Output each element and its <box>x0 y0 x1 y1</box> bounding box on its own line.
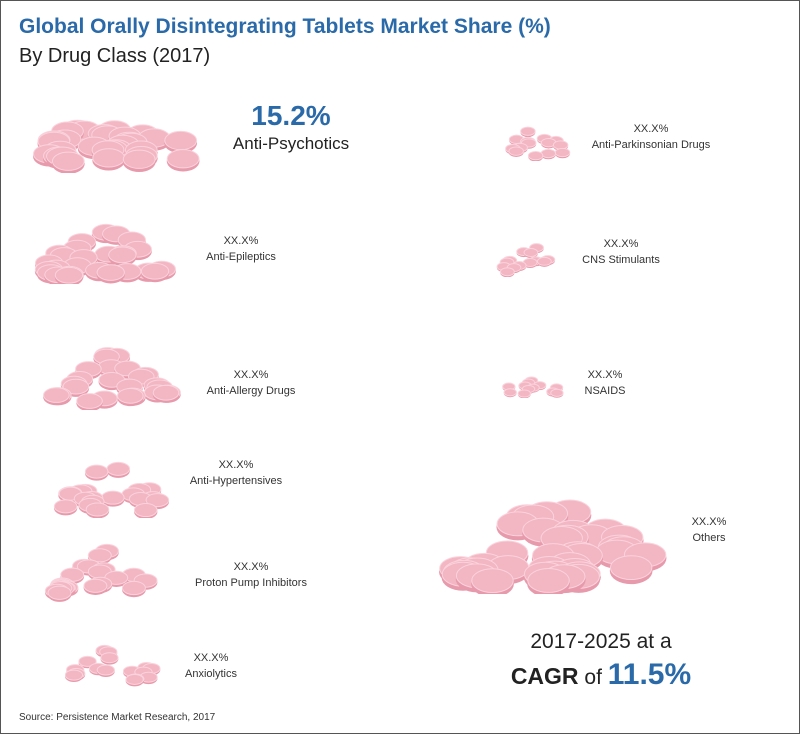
segment-anti-epileptics: XX.X% Anti-Epileptics <box>206 233 276 265</box>
tablet <box>536 256 552 266</box>
segment-proton-pump-inhibitors: XX.X% Proton Pump Inhibitors <box>195 559 307 591</box>
segment-value: XX.X% <box>233 561 269 573</box>
tablet <box>500 267 515 277</box>
tablet <box>527 150 544 161</box>
cagr-callout: 2017-2025 at a CAGR of 11.5% <box>511 627 691 696</box>
segment-anxiolytics: XX.X% Anxiolytics <box>185 650 237 682</box>
tablet-pile-icon <box>439 499 667 594</box>
segment-value: XX.X% <box>193 652 229 664</box>
segment-cns-stimulants: XX.X% CNS Stimulants <box>582 236 660 268</box>
tablet-pile-icon <box>65 644 161 687</box>
tablet <box>78 655 97 667</box>
tablet <box>471 568 514 594</box>
segment-label: Anti-Hypertensives <box>189 475 283 487</box>
tablet <box>517 389 531 398</box>
tablet <box>43 387 70 403</box>
segment-others: XX.X% Others <box>692 514 727 546</box>
tablet <box>53 499 78 514</box>
tablet <box>54 266 84 284</box>
tablet <box>552 140 569 150</box>
tablet <box>527 568 570 593</box>
tablet-pile-icon <box>502 376 564 398</box>
tablet <box>106 461 131 476</box>
tablet <box>554 147 571 158</box>
tablet <box>125 674 144 685</box>
segment-value: XX.X% <box>587 369 623 381</box>
tablet <box>166 149 200 169</box>
cagr-value: 11.5% <box>607 658 692 691</box>
cagr-of: of <box>584 666 602 689</box>
tablet-pile-icon <box>34 223 176 284</box>
tablet <box>133 503 158 518</box>
tablet-pile-icon <box>496 243 556 277</box>
tablet <box>145 493 170 508</box>
tablet <box>503 388 517 397</box>
tablet <box>96 264 125 281</box>
tablet <box>122 149 156 169</box>
tablet <box>508 146 524 156</box>
tablet <box>121 580 146 596</box>
segment-label: Anti-Parkinsonian Drugs <box>591 139 711 151</box>
segment-value: XX.X% <box>633 123 669 135</box>
tablet <box>76 393 103 409</box>
tablet <box>87 548 112 563</box>
segment-label: CNS Stimulants <box>582 254 660 266</box>
tablet-pile-icon <box>44 543 158 602</box>
tablet <box>83 578 108 593</box>
tablet-pile-icon <box>53 461 170 518</box>
source-note: Source: Persistence Market Research, 201… <box>19 712 216 723</box>
segment-label: Anti-Epileptics <box>206 251 276 263</box>
tablet <box>609 555 653 581</box>
tablet <box>520 126 536 136</box>
tablet-pile-icon <box>33 119 200 173</box>
tablet <box>92 148 126 168</box>
tablet <box>101 490 125 505</box>
segment-label: Anti-Psychotics <box>232 134 350 153</box>
segment-label: Anti-Allergy Drugs <box>206 385 296 397</box>
segment-label: NSAIDS <box>584 385 626 397</box>
segment-value: XX.X% <box>223 235 259 247</box>
tablet <box>96 664 115 676</box>
tablet <box>152 384 180 401</box>
segment-anti-psychotics: 15.2% Anti-Psychotics <box>233 99 349 155</box>
tablet <box>100 652 119 664</box>
subtitle: By Drug Class (2017) <box>19 45 211 67</box>
tablet-pile-icon <box>505 126 571 161</box>
tablet <box>140 262 170 280</box>
segment-label: Proton Pump Inhibitors <box>195 577 307 589</box>
tablet <box>550 388 564 397</box>
title: Global Orally Disintegrating Tablets Mar… <box>19 15 551 38</box>
tablet <box>85 502 110 517</box>
segment-nsaids: XX.X% NSAIDS <box>585 367 626 399</box>
segment-label: Anxiolytics <box>185 668 237 680</box>
segment-value: XX.X% <box>691 516 727 528</box>
tablet-pile-icon <box>43 347 181 410</box>
cagr-period: 2017-2025 at a <box>530 630 672 653</box>
segment-value: 15.2% <box>251 100 331 131</box>
segment-anti-allergy: XX.X% Anti-Allergy Drugs <box>207 367 296 399</box>
tablet <box>47 585 72 600</box>
cagr-word: CAGR <box>510 663 579 689</box>
segment-anti-parkinsonian: XX.X% Anti-Parkinsonian Drugs <box>592 121 711 153</box>
tablet <box>523 248 539 257</box>
tablet <box>62 378 90 395</box>
tablet <box>65 669 84 681</box>
segment-anti-hypertensives: XX.X% Anti-Hypertensives <box>190 457 282 489</box>
segment-value: XX.X% <box>603 238 639 250</box>
tablet <box>117 388 144 404</box>
segment-value: XX.X% <box>233 369 269 381</box>
tablet <box>164 130 198 151</box>
tablet <box>51 151 85 171</box>
segment-label: Others <box>692 532 726 544</box>
tablet <box>84 464 109 479</box>
segment-value: XX.X% <box>218 459 254 471</box>
tablet <box>108 246 137 264</box>
